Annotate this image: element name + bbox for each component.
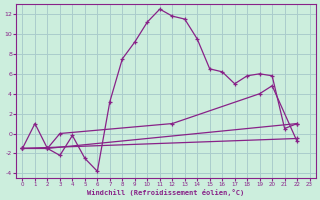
X-axis label: Windchill (Refroidissement éolien,°C): Windchill (Refroidissement éolien,°C): [87, 189, 245, 196]
